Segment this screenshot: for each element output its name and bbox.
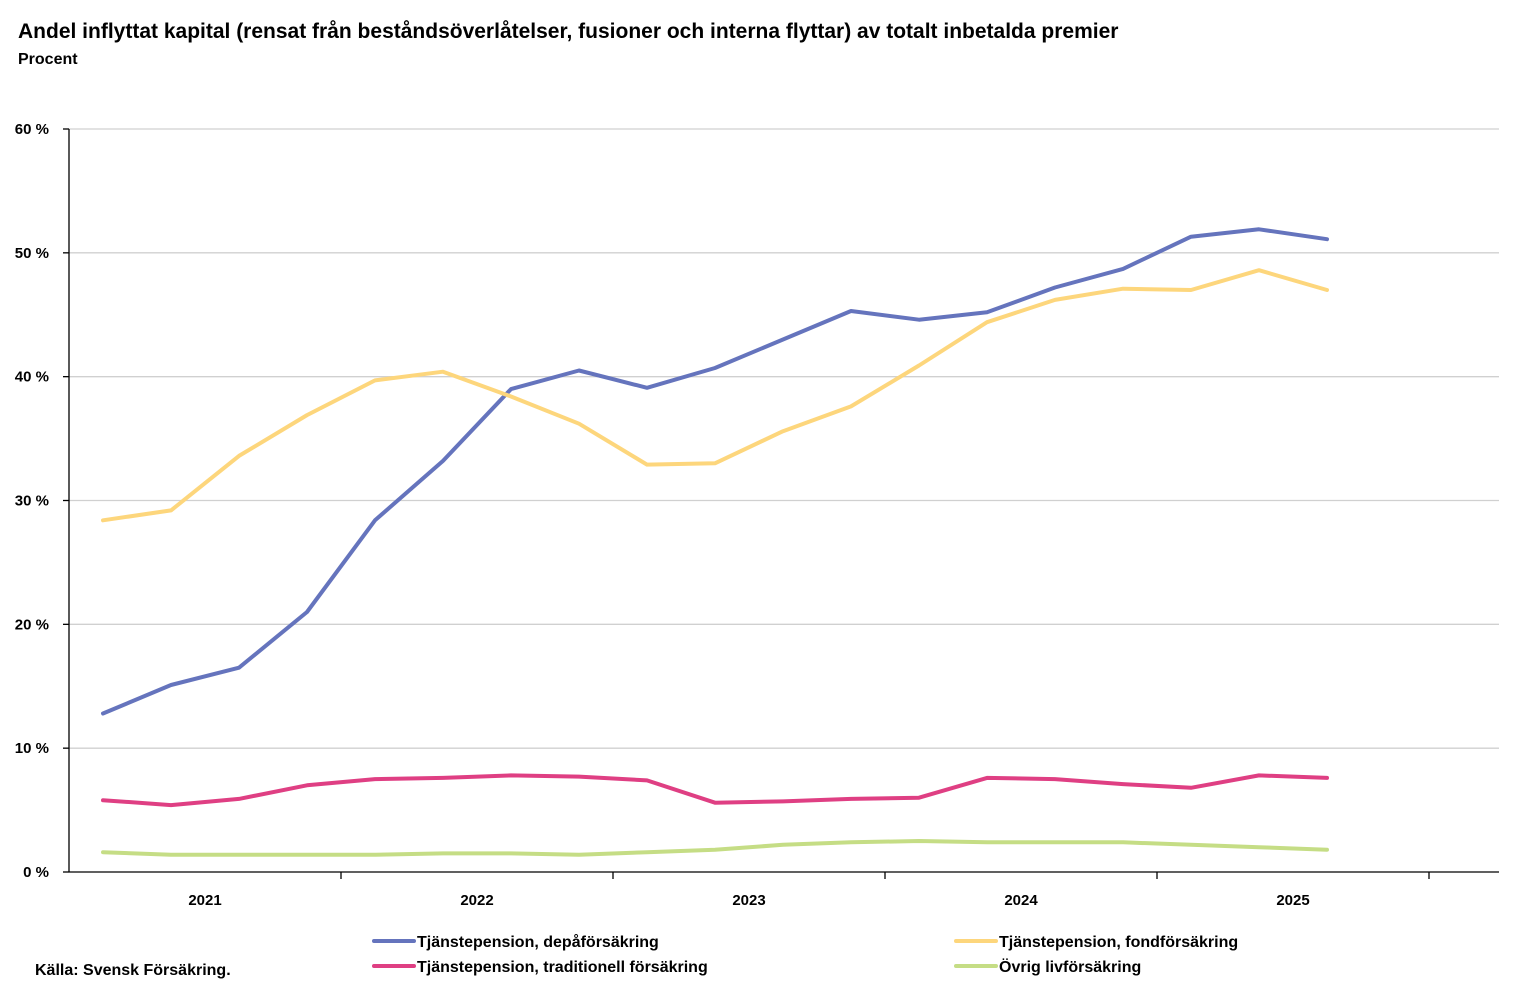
y-tick-label: 20 % [15, 616, 49, 633]
series-line-4 [101, 839, 1329, 857]
legend-label: Tjänstepension, traditionell försäkring [417, 959, 708, 976]
y-tick-label: 60 % [15, 121, 49, 138]
series-line-1 [101, 227, 1329, 716]
chart-title: Andel inflyttat kapital (rensat från bes… [18, 20, 1119, 43]
chart-subtitle: Procent [18, 51, 78, 68]
x-tick-label: 2024 [1004, 892, 1038, 909]
legend-label: Tjänstepension, fondförsäkring [999, 934, 1238, 951]
legend-label: Tjänstepension, depåförsäkring [417, 933, 659, 951]
x-tick-label: 2023 [732, 892, 765, 909]
y-tick-label: 0 % [23, 864, 49, 881]
legend: Tjänstepension, depåförsäkring Tjänstepen… [372, 933, 1238, 976]
grid-lines [69, 128, 1499, 749]
y-tick-label: 50 % [15, 245, 49, 262]
x-tick-label: 2022 [460, 892, 493, 909]
y-axis-ticks: 0 % 10 % 20 % 30 % 40 % 50 % 60 % [15, 121, 69, 881]
x-tick-label: 2025 [1276, 892, 1309, 909]
y-tick-label: 30 % [15, 493, 49, 510]
series-line-2 [101, 268, 1329, 523]
legend-label: Övrig livförsäkring [999, 957, 1141, 976]
x-tick-label: 2021 [188, 892, 221, 909]
series-line-3 [101, 773, 1329, 808]
series-lines [101, 227, 1329, 857]
y-tick-label: 40 % [15, 369, 49, 386]
y-tick-label: 10 % [15, 740, 49, 757]
source-note: Källa: Svensk Försäkring. [35, 962, 231, 979]
x-axis-ticks: 2021 2022 2023 2024 2025 [188, 872, 1430, 909]
